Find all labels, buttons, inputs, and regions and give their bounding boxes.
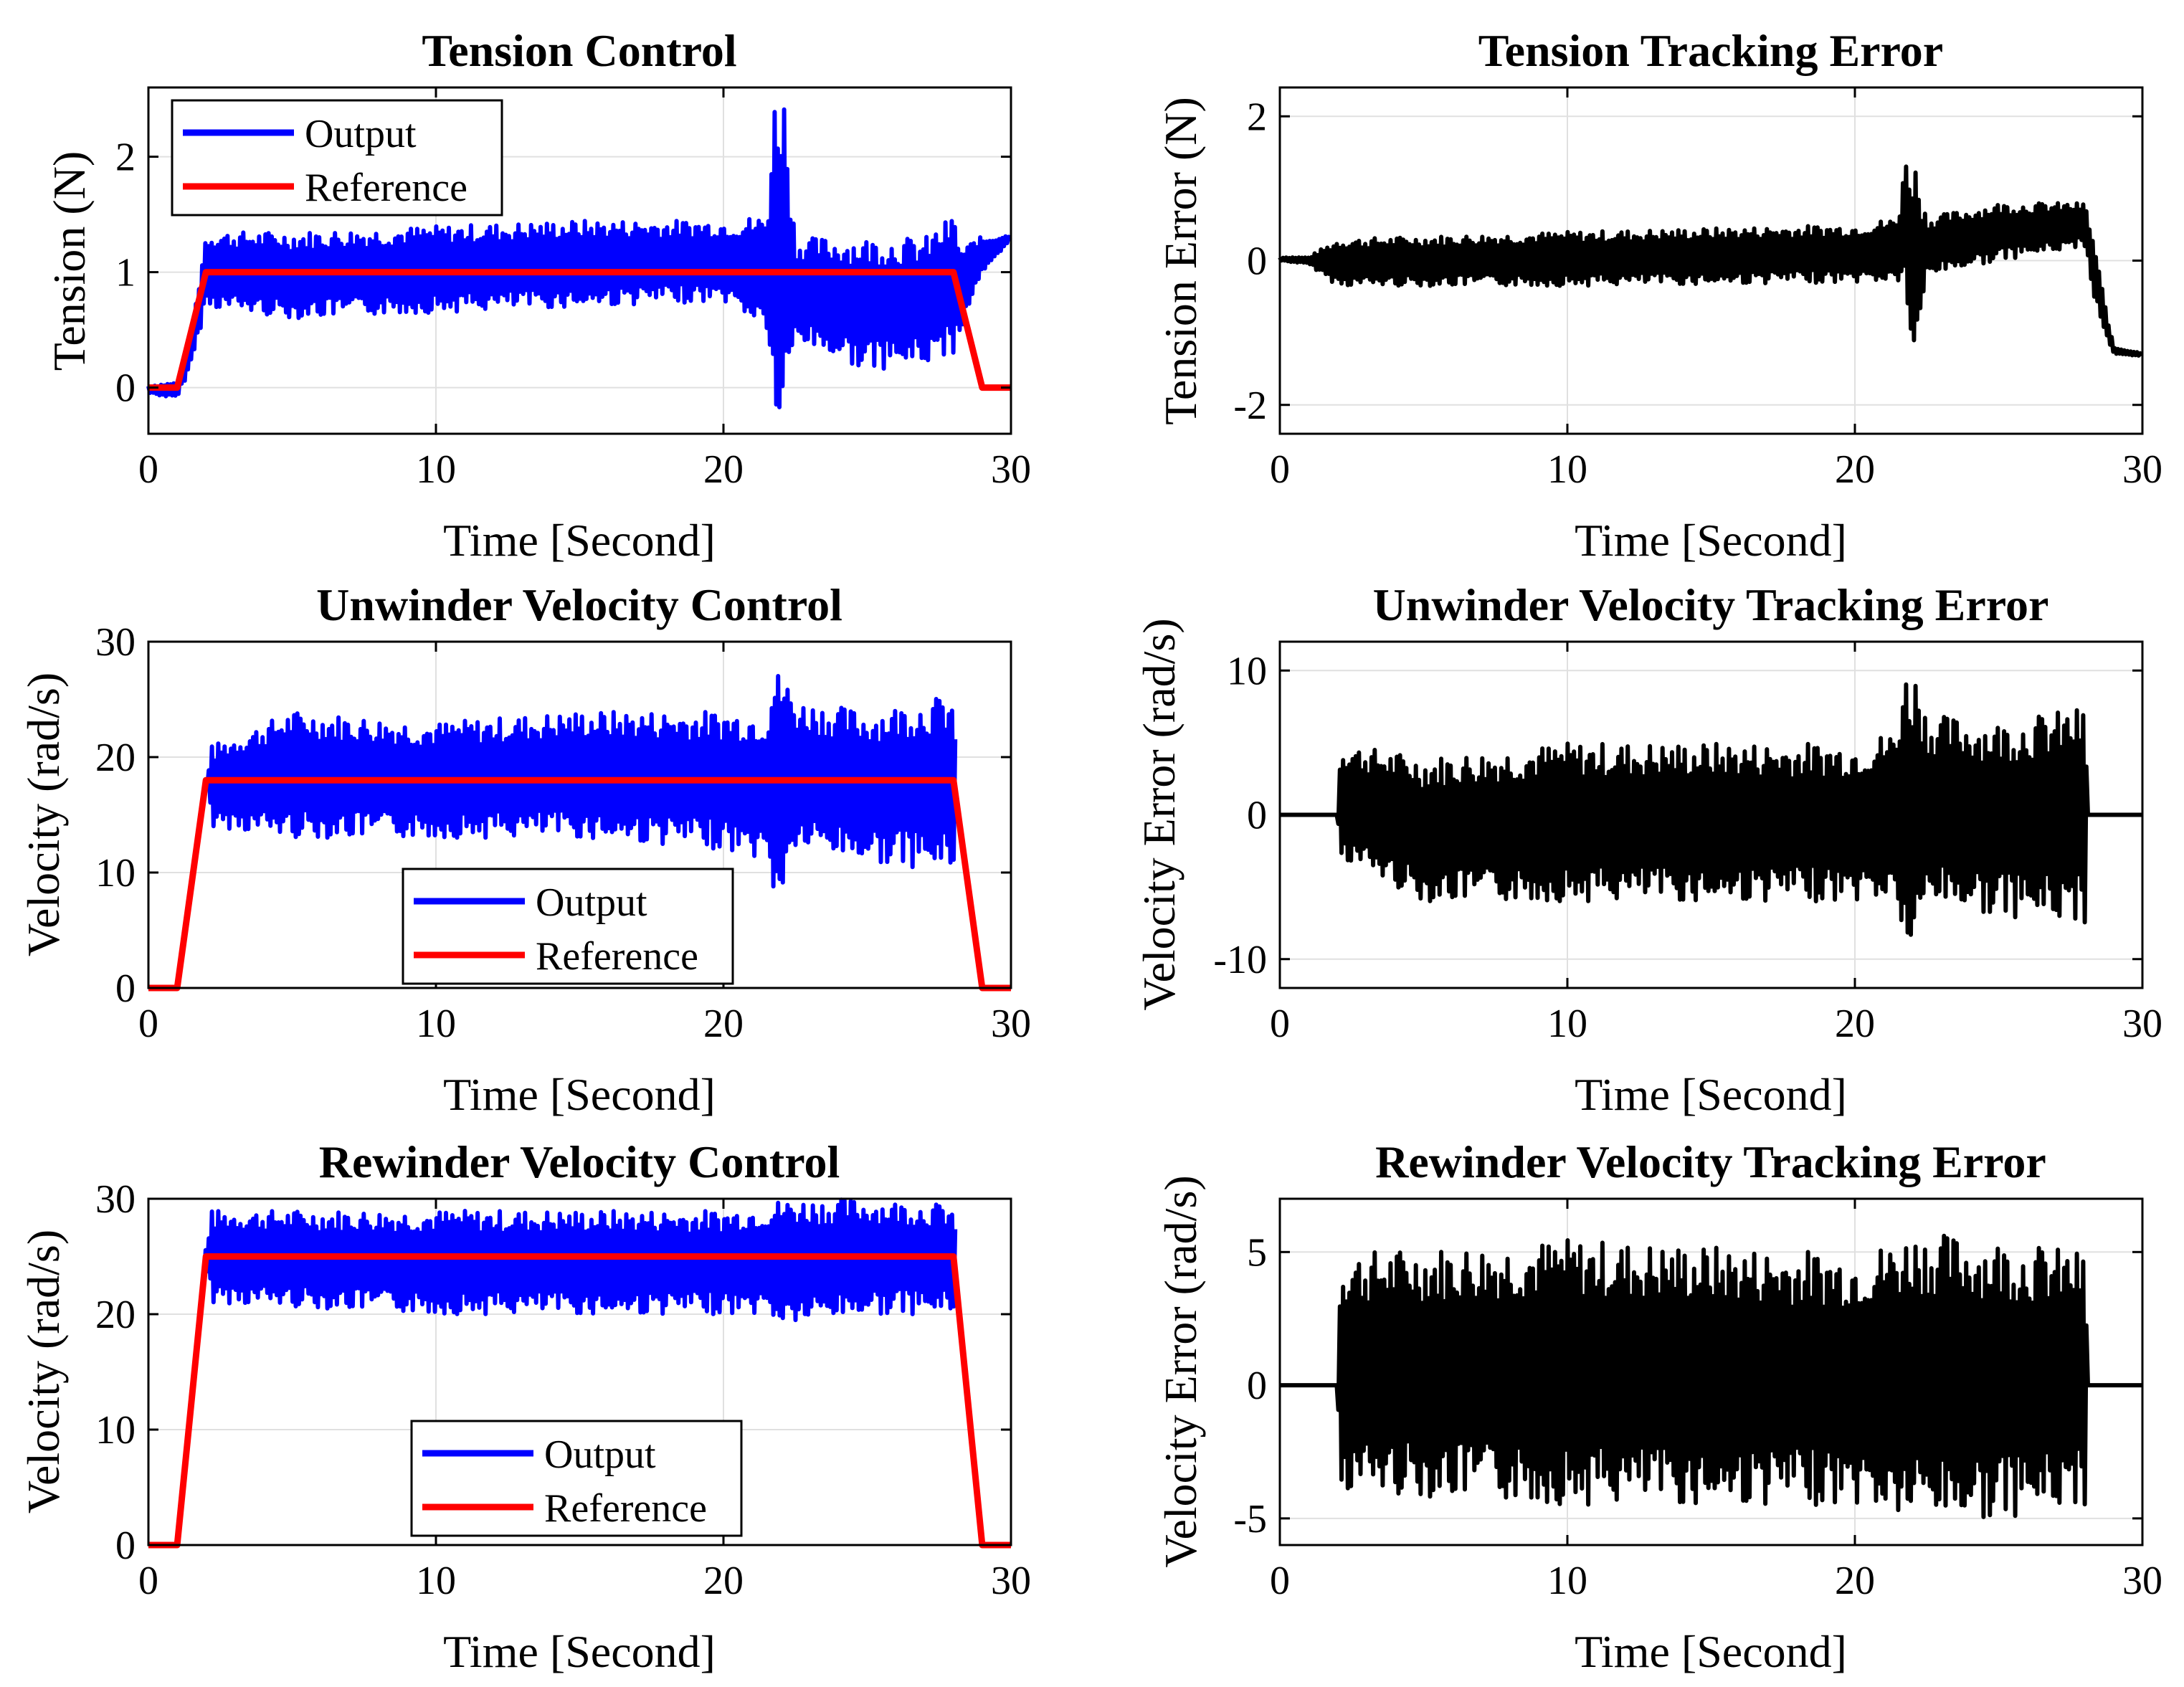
y-tick-label: 0 [115, 366, 136, 411]
x-axis-label: Time [Second] [443, 1626, 716, 1677]
x-axis-label: Time [Second] [443, 1069, 716, 1120]
series-error [1279, 1233, 2142, 1519]
y-tick-label: 2 [1247, 95, 1267, 139]
x-axis-label: Time [Second] [1575, 515, 1847, 566]
x-tick-label: 30 [2122, 1002, 2162, 1046]
x-tick-label: 20 [1835, 447, 1875, 492]
chart-title: Unwinder Velocity Tracking Error [1373, 579, 2049, 630]
y-tick-label: -10 [1213, 938, 1267, 982]
y-tick-label: 20 [95, 736, 136, 780]
y-axis-label: Tension Error (N) [1155, 97, 1206, 425]
x-tick-label: 0 [1270, 1002, 1290, 1046]
legend-label-output: Output [536, 880, 647, 925]
x-tick-label: 10 [416, 1002, 456, 1046]
series-reference [148, 269, 1011, 391]
panel-unwinder-velocity: Unwinder Velocity Control Time [Second] … [18, 579, 1031, 1120]
x-tick-label: 20 [703, 1559, 744, 1603]
y-tick-label: -5 [1233, 1497, 1267, 1541]
x-tick-label: 0 [1270, 1559, 1290, 1603]
legend-label-reference: Reference [544, 1486, 707, 1531]
y-tick-label: 0 [115, 1524, 136, 1568]
x-tick-label: 30 [991, 1559, 1031, 1603]
x-tick-label: 30 [2122, 447, 2162, 492]
y-tick-label: -2 [1233, 384, 1267, 428]
x-tick-label: 10 [1547, 1559, 1587, 1603]
y-tick-label: 0 [115, 966, 136, 1011]
x-tick-label: 0 [138, 447, 158, 492]
axes-box [147, 640, 1012, 989]
chart-title: Unwinder Velocity Control [316, 579, 842, 630]
legend: Output Reference [402, 868, 734, 985]
x-axis-label: Time [Second] [1575, 1069, 1847, 1120]
y-axis-label: Velocity (rad/s) [18, 673, 69, 956]
x-tick-label: 0 [138, 1002, 158, 1046]
chart-title: Rewinder Velocity Control [319, 1136, 840, 1187]
x-tick-label: 30 [2122, 1559, 2162, 1603]
y-axis-label: Velocity (rad/s) [18, 1230, 69, 1513]
y-axis-label: Tension (N) [44, 151, 95, 371]
legend-box [410, 1420, 743, 1537]
legend-label-output: Output [544, 1432, 656, 1477]
y-tick-label: 0 [1247, 794, 1267, 838]
legend-label-reference: Reference [536, 934, 698, 979]
y-tick-label: 5 [1247, 1230, 1267, 1275]
chart-title: Tension Tracking Error [1478, 25, 1943, 76]
x-tick-label: 30 [991, 1002, 1031, 1046]
y-axis-label: Velocity Error (rad/s) [1134, 618, 1184, 1010]
series-error [1279, 682, 2142, 937]
y-tick-label: 30 [95, 1177, 136, 1222]
legend-label-reference: Reference [305, 166, 467, 210]
y-tick-label: 30 [95, 620, 136, 665]
x-tick-label: 20 [1835, 1002, 1875, 1046]
x-tick-label: 30 [991, 447, 1031, 492]
panel-tension-error: Tension Tracking Error Time [Second] Ten… [1155, 25, 2162, 566]
y-tick-label: 20 [95, 1293, 136, 1337]
legend: Output Reference [410, 1420, 743, 1537]
x-tick-label: 20 [703, 1002, 744, 1046]
y-tick-label: 10 [95, 851, 136, 895]
y-tick-label: 1 [115, 251, 136, 295]
axes-box [147, 86, 1012, 435]
x-tick-label: 0 [1270, 447, 1290, 492]
axes-box [147, 1197, 1012, 1546]
y-tick-label: 10 [1227, 649, 1267, 693]
x-axis-label: Time [Second] [1575, 1626, 1847, 1677]
series-output [175, 674, 958, 989]
series-output [146, 107, 1012, 409]
panel-rewinder-error: Rewinder Velocity Tracking Error Time [S… [1155, 1136, 2162, 1677]
x-tick-label: 20 [703, 447, 744, 492]
axes-box [1278, 1197, 2144, 1546]
series-error [1278, 164, 2144, 358]
chart-title: Rewinder Velocity Tracking Error [1375, 1136, 2046, 1187]
panel-rewinder-velocity: Rewinder Velocity Control Time [Second] … [18, 1136, 1031, 1677]
x-tick-label: 20 [1835, 1559, 1875, 1603]
panel-unwinder-error: Unwinder Velocity Tracking Error Time [S… [1134, 579, 2162, 1120]
y-tick-label: 2 [115, 136, 136, 180]
y-axis-label: Velocity Error (rad/s) [1155, 1175, 1206, 1567]
x-tick-label: 0 [138, 1559, 158, 1603]
y-tick-label: 0 [1247, 1364, 1267, 1408]
x-tick-label: 10 [416, 447, 456, 492]
panel-tension-control: Tension Control Time [Second] Tension (N… [44, 25, 1031, 566]
y-tick-label: 10 [95, 1408, 136, 1453]
legend-box [402, 868, 734, 985]
legend-label-output: Output [305, 112, 417, 156]
legend: Output Reference [171, 99, 503, 217]
x-tick-label: 10 [1547, 447, 1587, 492]
chart-title: Tension Control [422, 25, 736, 76]
y-tick-label: 0 [1247, 239, 1267, 284]
legend-box [171, 99, 503, 217]
series-output [175, 1197, 958, 1546]
x-tick-label: 10 [416, 1559, 456, 1603]
x-axis-label: Time [Second] [443, 515, 716, 566]
x-tick-label: 10 [1547, 1002, 1587, 1046]
